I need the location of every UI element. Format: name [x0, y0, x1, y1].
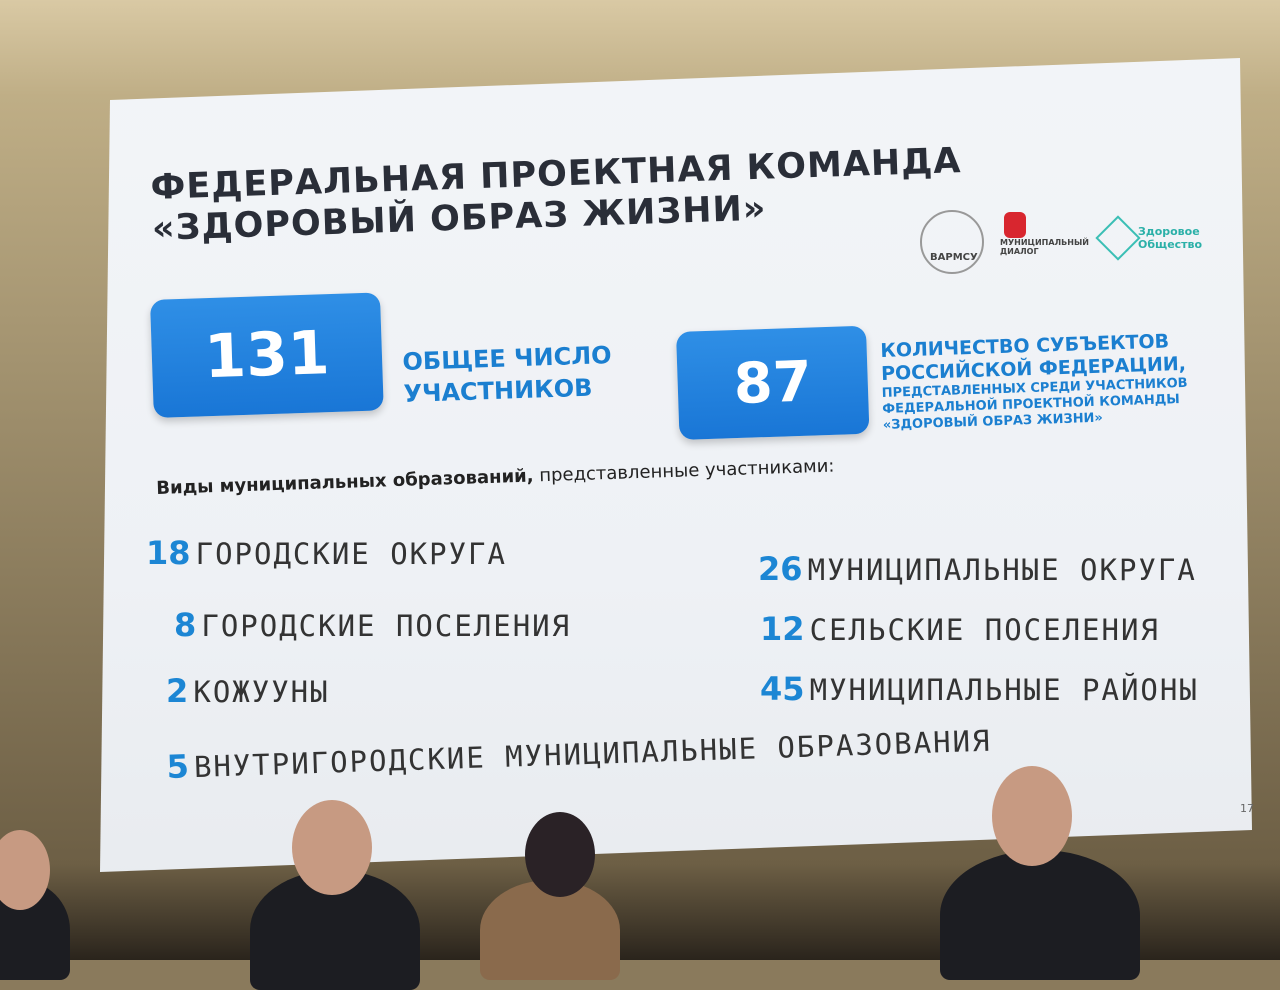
stat-label-regions: КОЛИЧЕСТВО СУБЪЕКТОВ РОССИЙСКОЙ ФЕДЕРАЦИ…	[880, 330, 1189, 434]
healthy-society-logo: Здоровое Общество	[1095, 215, 1203, 261]
varmsu-logo: ВАРМСУ	[920, 210, 984, 274]
person-silhouette	[940, 850, 1140, 980]
type-item: 45 МУНИЦИПАЛЬНЫЕ РАЙОНЫ	[760, 670, 1199, 708]
stat-box-participants: 131	[150, 292, 384, 418]
type-item: 18 ГОРОДСКИЕ ОКРУГА	[146, 534, 507, 572]
type-count: 2	[166, 672, 189, 710]
type-label: ГОРОДСКИЕ ПОСЕЛЕНИЯ	[201, 609, 572, 643]
logo-text: Здоровое Общество	[1138, 225, 1203, 251]
type-item: 8 ГОРОДСКИЕ ПОСЕЛЕНИЯ	[174, 606, 571, 644]
page-number: 17	[1240, 802, 1254, 815]
stat-label-participants: ОБЩЕЕ ЧИСЛО УЧАСТНИКОВ	[402, 339, 613, 410]
type-count: 45	[760, 670, 805, 708]
logo-mark	[1004, 212, 1026, 238]
type-label: СЕЛЬСКИЕ ПОСЕЛЕНИЯ	[809, 613, 1160, 647]
type-count: 8	[174, 606, 197, 644]
type-label: МУНИЦИПАЛЬНЫЕ РАЙОНЫ	[809, 673, 1199, 707]
stat-value: 87	[732, 349, 813, 417]
type-label: ГОРОДСКИЕ ОКРУГА	[195, 537, 507, 571]
type-item: 12 СЕЛЬСКИЕ ПОСЕЛЕНИЯ	[760, 610, 1160, 648]
projection-screen	[100, 58, 1252, 872]
stat-box-regions: 87	[676, 325, 870, 440]
type-label: КОЖУУНЫ	[193, 675, 330, 709]
type-count: 18	[146, 534, 191, 572]
municipal-dialog-logo: МУНИЦИПАЛЬНЫЙ ДИАЛОГ	[1000, 212, 1089, 256]
person-head	[0, 830, 50, 910]
type-item: 26 МУНИЦИПАЛЬНЫЕ ОКРУГА	[758, 550, 1197, 588]
type-item: 2 КОЖУУНЫ	[166, 672, 330, 710]
logo-mark	[1095, 215, 1141, 261]
type-count: 5	[166, 747, 190, 786]
person-head	[292, 800, 372, 895]
type-label: МУНИЦИПАЛЬНЫЕ ОКРУГА	[807, 553, 1197, 587]
type-count: 12	[760, 610, 805, 648]
logo-text: ВАРМСУ	[930, 252, 978, 263]
type-count: 26	[758, 550, 803, 588]
logo-text: МУНИЦИПАЛЬНЫЙ ДИАЛОГ	[1000, 238, 1089, 256]
stat-value: 131	[203, 318, 331, 393]
person-head	[525, 812, 595, 897]
person-head	[992, 766, 1072, 866]
